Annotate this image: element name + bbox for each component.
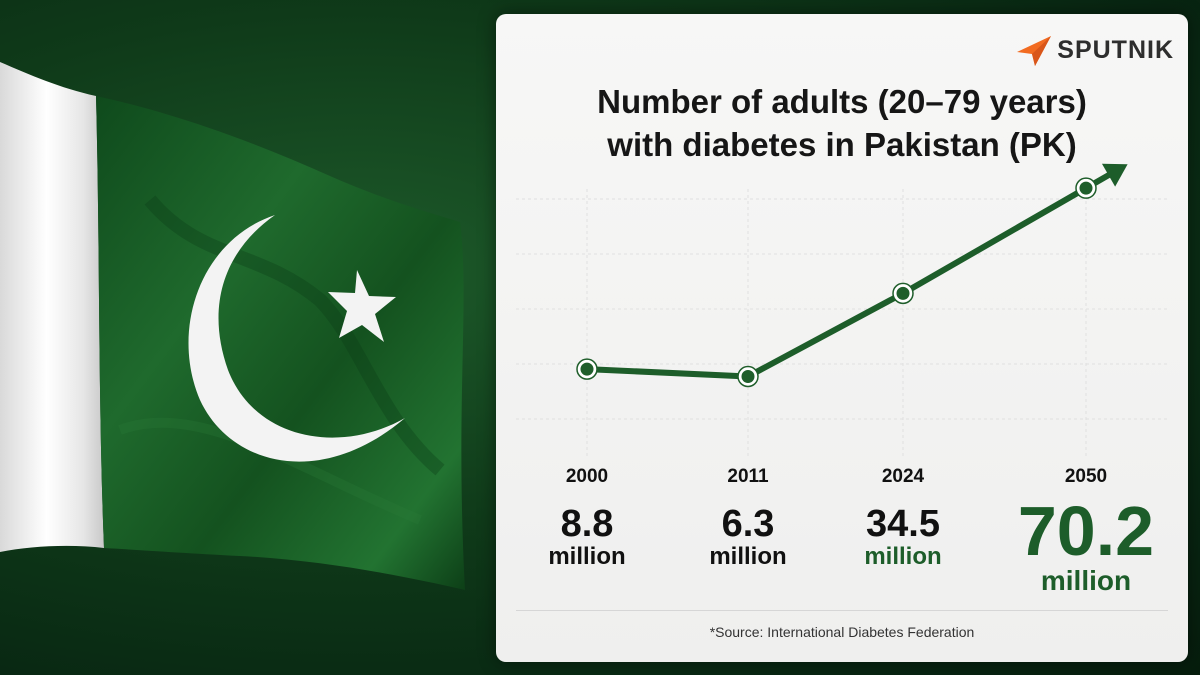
chart-series bbox=[586, 163, 1128, 380]
brand-name: SPUTNIK bbox=[1057, 35, 1174, 64]
line-chart bbox=[516, 163, 1168, 459]
value-label: 70.2 bbox=[1017, 492, 1155, 570]
chart-title: Number of adults (20–79 years) with diab… bbox=[597, 83, 1087, 163]
unit-label: million bbox=[548, 543, 626, 570]
flag-white-stripe bbox=[0, 62, 104, 552]
value-label: 34.5 bbox=[866, 503, 940, 545]
series-line bbox=[586, 185, 1088, 380]
value-label: 8.8 bbox=[560, 503, 614, 545]
pakistan-flag-image bbox=[0, 62, 465, 590]
data-point-ring bbox=[1075, 177, 1097, 199]
divider bbox=[516, 610, 1168, 611]
data-point-ring bbox=[576, 358, 598, 380]
year-label: 2024 bbox=[881, 466, 925, 487]
unit-label: million bbox=[1040, 565, 1132, 596]
data-point-2050 bbox=[1076, 178, 1096, 198]
sputnik-logo[interactable]: SPUTNIK bbox=[1015, 32, 1174, 68]
data-point-2011 bbox=[738, 366, 758, 386]
chart-card: SPUTNIK Number of adults (20–79 years) w… bbox=[496, 14, 1188, 662]
sputnik-logo-icon bbox=[1017, 36, 1052, 66]
source-note: *Source: International Diabetes Federati… bbox=[709, 624, 975, 640]
crescent-icon bbox=[188, 215, 405, 462]
chart-grid bbox=[516, 189, 1168, 459]
flag-green-field bbox=[96, 96, 465, 590]
unit-label: million bbox=[864, 543, 942, 570]
data-point-ring bbox=[737, 365, 759, 388]
year-label: 2000 bbox=[565, 466, 609, 487]
data-point-2000 bbox=[577, 359, 597, 379]
year-label: 2011 bbox=[727, 466, 769, 487]
data-point-ring bbox=[892, 282, 914, 305]
data-point-2024 bbox=[893, 283, 913, 303]
chart-points bbox=[576, 177, 1097, 388]
unit-label: million bbox=[709, 543, 787, 570]
year-label: 2050 bbox=[1064, 466, 1108, 487]
value-label: 6.3 bbox=[721, 503, 775, 545]
star-icon bbox=[328, 270, 396, 342]
arrow-head-icon bbox=[1101, 163, 1128, 187]
